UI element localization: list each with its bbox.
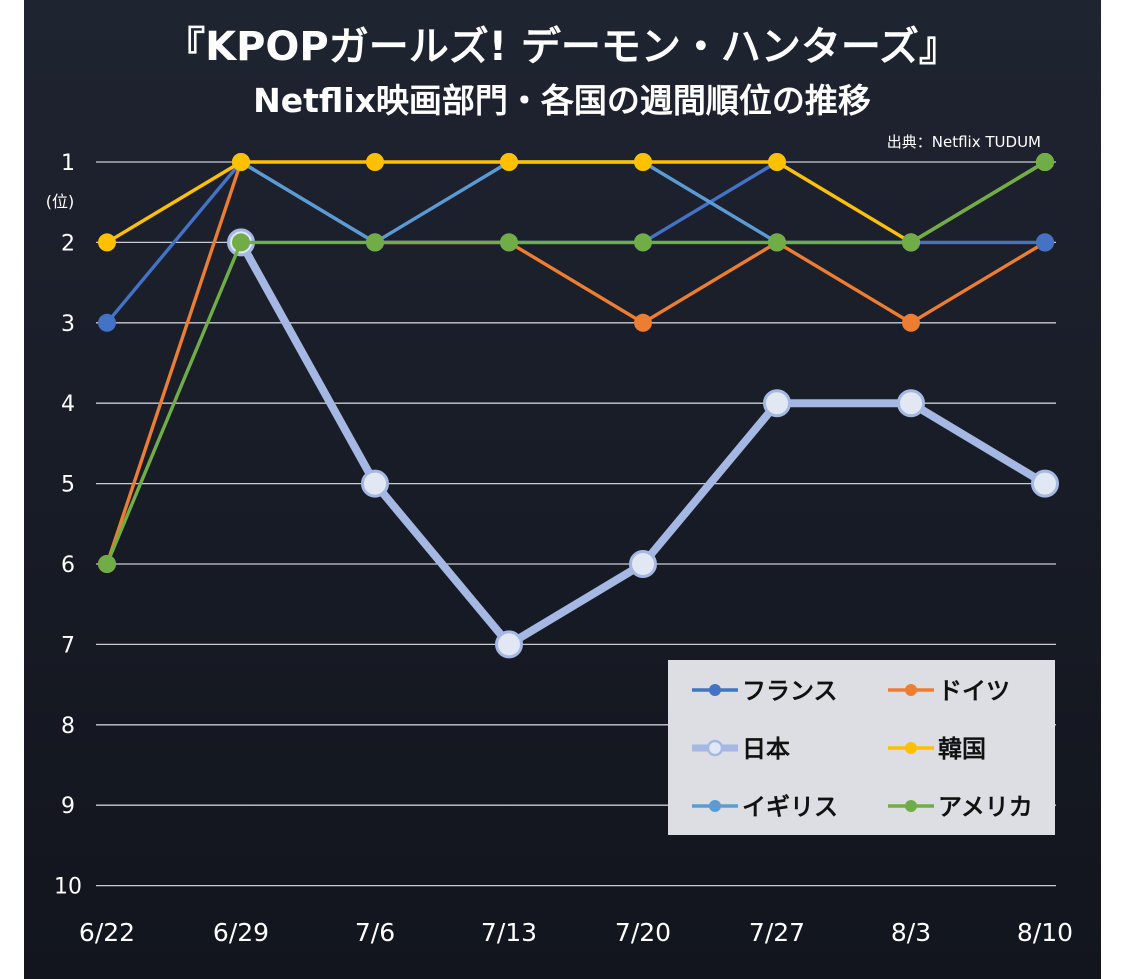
legend-label: フランス	[742, 677, 838, 705]
legend-swatch-marker	[905, 742, 917, 754]
y-tick-label: 6	[61, 553, 75, 578]
data-point	[1036, 153, 1054, 171]
series-2	[227, 228, 1059, 659]
x-tick-label: 6/22	[79, 918, 135, 947]
legend-label: 韓国	[938, 735, 986, 763]
series-5	[98, 153, 1054, 573]
data-point	[763, 389, 791, 418]
y-tick-label: 7	[61, 633, 75, 658]
legend-swatch-marker	[905, 800, 917, 812]
data-point	[634, 313, 652, 332]
data-point	[768, 153, 786, 171]
data-point	[98, 555, 116, 573]
x-tick-label: 8/3	[891, 918, 931, 947]
y-axis-unit: (位)	[46, 192, 75, 211]
data-point	[634, 153, 652, 171]
data-point	[634, 233, 652, 252]
data-point	[361, 469, 389, 498]
data-point	[366, 233, 384, 252]
series-line	[105, 160, 1047, 245]
data-point	[629, 550, 657, 578]
data-point	[902, 233, 920, 252]
data-point	[366, 153, 384, 171]
x-tick-label: 6/29	[213, 918, 269, 947]
data-point	[495, 630, 523, 659]
chart-title: 『KPOPガールズ! デーモン・ハンターズ』	[165, 24, 959, 70]
y-tick-label: 1	[61, 151, 75, 176]
series-1	[98, 153, 1054, 573]
series-line	[237, 238, 1049, 649]
series-line	[239, 160, 1047, 245]
data-point	[1031, 469, 1059, 498]
y-tick-label: 10	[54, 875, 82, 900]
x-tick-label: 7/6	[355, 918, 395, 947]
legend-swatch-marker	[706, 739, 724, 757]
legend-swatch-marker	[709, 684, 721, 696]
y-tick-label: 5	[61, 473, 75, 498]
legend-label: 日本	[742, 735, 790, 763]
x-tick-label: 8/10	[1017, 918, 1073, 947]
data-point	[500, 233, 518, 252]
legend-swatch-marker	[905, 684, 917, 696]
y-tick-label: 3	[61, 312, 75, 337]
legend-label: イギリス	[742, 793, 838, 821]
legend-label: ドイツ	[938, 677, 1010, 705]
data-point	[500, 153, 518, 171]
legend-swatch-marker	[709, 800, 721, 812]
data-point	[897, 389, 925, 418]
chart-subtitle: Netflix映画部門・各国の週間順位の推移	[253, 81, 871, 120]
x-tick-label: 7/27	[749, 918, 805, 947]
data-point	[1036, 233, 1054, 252]
y-tick-label: 4	[61, 392, 75, 417]
series-line	[105, 160, 1047, 566]
chart-source: 出典：Netflix TUDUM	[887, 133, 1041, 151]
y-tick-label: 8	[61, 714, 75, 739]
data-point	[232, 233, 250, 252]
y-tick-label: 9	[61, 794, 75, 819]
data-point	[232, 153, 250, 171]
legend-label: アメリカ	[938, 793, 1033, 821]
y-tick-label: 2	[61, 231, 75, 256]
x-tick-label: 7/13	[481, 918, 537, 947]
data-point	[98, 233, 116, 252]
data-point	[902, 313, 920, 332]
series-line	[105, 160, 1047, 566]
x-tick-label: 7/20	[615, 918, 671, 947]
data-point	[98, 313, 116, 332]
data-point	[768, 233, 786, 252]
